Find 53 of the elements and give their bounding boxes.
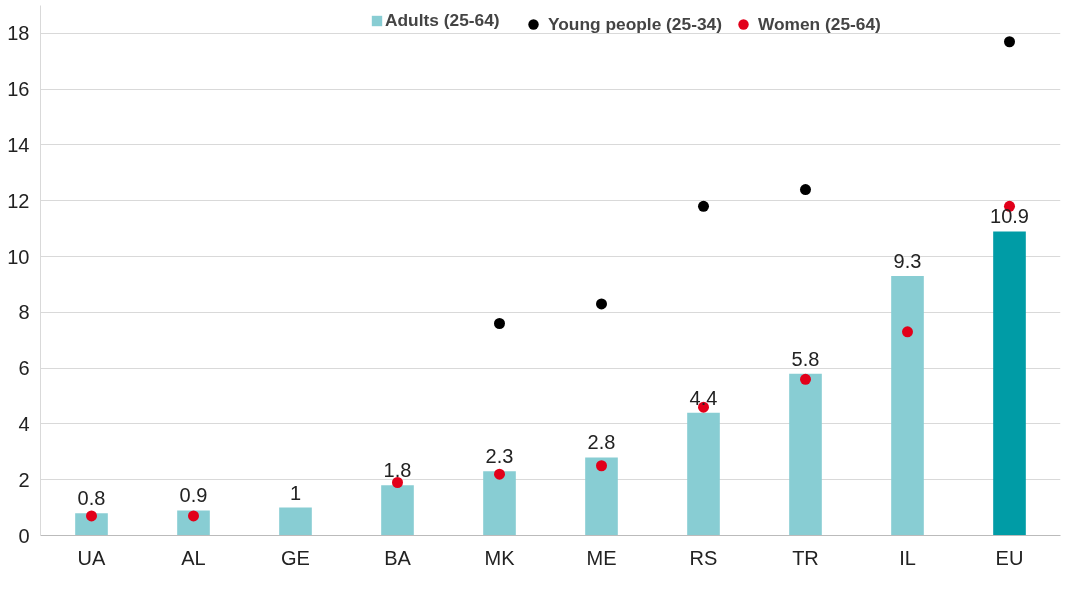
point xyxy=(494,468,505,480)
x-tick-label: MK xyxy=(484,546,516,569)
point xyxy=(188,510,199,522)
point xyxy=(800,184,811,196)
y-tick-label: 18 xyxy=(7,22,30,45)
y-tick-label: 0 xyxy=(18,524,30,547)
data-label: 0.8 xyxy=(77,487,106,510)
point xyxy=(902,326,913,338)
y-tick-label: 12 xyxy=(7,189,30,212)
x-tick-label: BA xyxy=(384,546,412,569)
bar xyxy=(789,373,822,536)
data-label: 5.8 xyxy=(791,347,820,370)
x-tick-label: TR xyxy=(792,546,819,569)
bar xyxy=(381,485,414,536)
data-label: 1 xyxy=(289,481,302,504)
data-label: 10.9 xyxy=(990,205,1029,228)
x-tick-label: ME xyxy=(586,546,617,569)
point xyxy=(596,298,607,310)
legend-label: Adults (25-64) xyxy=(385,10,500,31)
data-label: 2.8 xyxy=(587,431,616,454)
y-tick-label: 16 xyxy=(7,78,30,101)
x-tick-label: IL xyxy=(899,546,916,569)
y-tick-label: 2 xyxy=(18,468,30,491)
data-label: 4.4 xyxy=(689,386,718,409)
x-tick-label: GE xyxy=(281,546,310,569)
point xyxy=(698,200,709,212)
point xyxy=(1004,36,1015,48)
point xyxy=(494,318,505,329)
point xyxy=(392,477,403,488)
point xyxy=(800,373,811,385)
data-label: 0.9 xyxy=(179,484,208,507)
y-tick-label: 10 xyxy=(7,245,30,268)
bar xyxy=(585,457,618,536)
bar xyxy=(891,276,924,536)
x-tick-label: UA xyxy=(77,546,107,569)
data-label: 1.8 xyxy=(383,459,412,482)
point xyxy=(86,510,97,522)
bar xyxy=(483,471,516,536)
data-label: 2.3 xyxy=(485,445,514,468)
x-tick-label: AL xyxy=(181,546,206,569)
y-tick-label: 8 xyxy=(18,301,30,324)
legend-label: Young people (25-34) xyxy=(548,13,722,35)
x-tick-label: EU xyxy=(995,546,1024,569)
x-tick-label: RS xyxy=(689,546,718,569)
data-label: 9.3 xyxy=(893,250,922,273)
legend-label: Women (25-64) xyxy=(757,13,881,35)
y-tick-label: 6 xyxy=(18,357,30,380)
point xyxy=(596,460,607,472)
bar xyxy=(993,231,1026,536)
bar xyxy=(687,412,720,536)
bar xyxy=(279,507,312,536)
y-tick-label: 14 xyxy=(7,133,30,156)
y-tick-label: 4 xyxy=(18,412,30,435)
